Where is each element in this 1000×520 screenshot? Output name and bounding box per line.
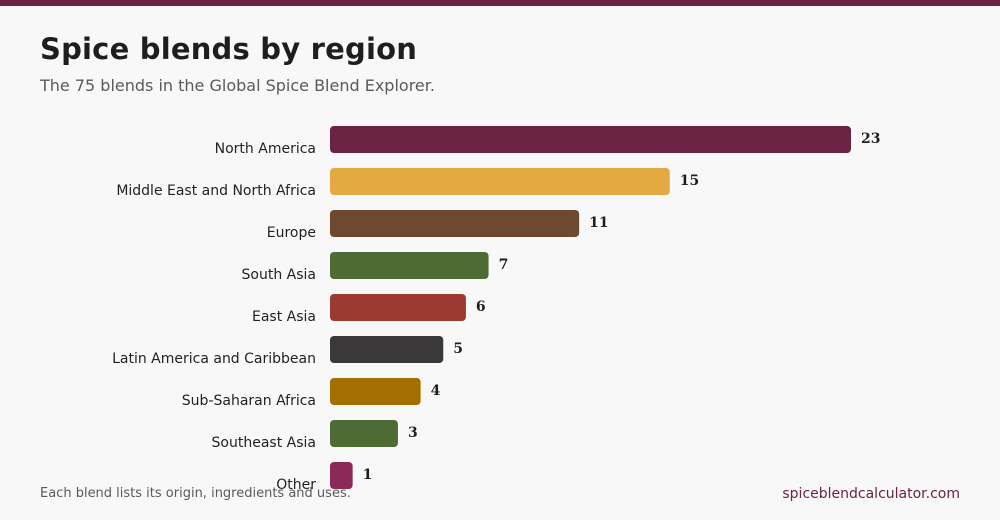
bar-north-america — [330, 126, 851, 153]
bar-latin-america-and-caribbean — [330, 336, 444, 363]
bar-sub-saharan-africa — [330, 378, 421, 405]
value-label-east-asia: 6 — [476, 299, 486, 315]
bar-europe — [330, 210, 580, 237]
footer-site-link[interactable]: spiceblendcalculator.com — [782, 486, 960, 502]
value-label-other: 1 — [363, 467, 373, 483]
category-label-south-asia: South Asia — [242, 267, 316, 283]
category-label-east-asia: East Asia — [252, 309, 316, 325]
category-label-other: Other — [276, 477, 316, 493]
value-label-europe: 11 — [589, 215, 608, 231]
bar-southeast-asia — [330, 420, 398, 447]
bar-other — [330, 462, 353, 489]
category-label-middle-east-and-north-africa: Middle East and North Africa — [116, 183, 316, 199]
category-label-sub-saharan-africa: Sub-Saharan Africa — [182, 393, 316, 409]
value-label-north-america: 23 — [861, 131, 880, 147]
value-label-latin-america-and-caribbean: 5 — [453, 341, 463, 357]
category-label-north-america: North America — [215, 141, 316, 157]
footer-note: Each blend lists its origin, ingredients… — [40, 486, 351, 501]
value-label-sub-saharan-africa: 4 — [431, 383, 441, 399]
chart-subtitle: The 75 blends in the Global Spice Blend … — [40, 76, 435, 95]
value-label-south-asia: 7 — [499, 257, 509, 273]
category-label-latin-america-and-caribbean: Latin America and Caribbean — [112, 351, 316, 367]
top-accent-bar — [0, 0, 1000, 6]
value-label-southeast-asia: 3 — [408, 425, 418, 441]
bar-middle-east-and-north-africa — [330, 168, 670, 195]
value-label-middle-east-and-north-africa: 15 — [680, 173, 699, 189]
category-label-southeast-asia: Southeast Asia — [212, 435, 316, 451]
bar-east-asia — [330, 294, 466, 321]
category-label-europe: Europe — [267, 225, 316, 241]
chart-title: Spice blends by region — [40, 32, 418, 66]
bar-south-asia — [330, 252, 489, 279]
